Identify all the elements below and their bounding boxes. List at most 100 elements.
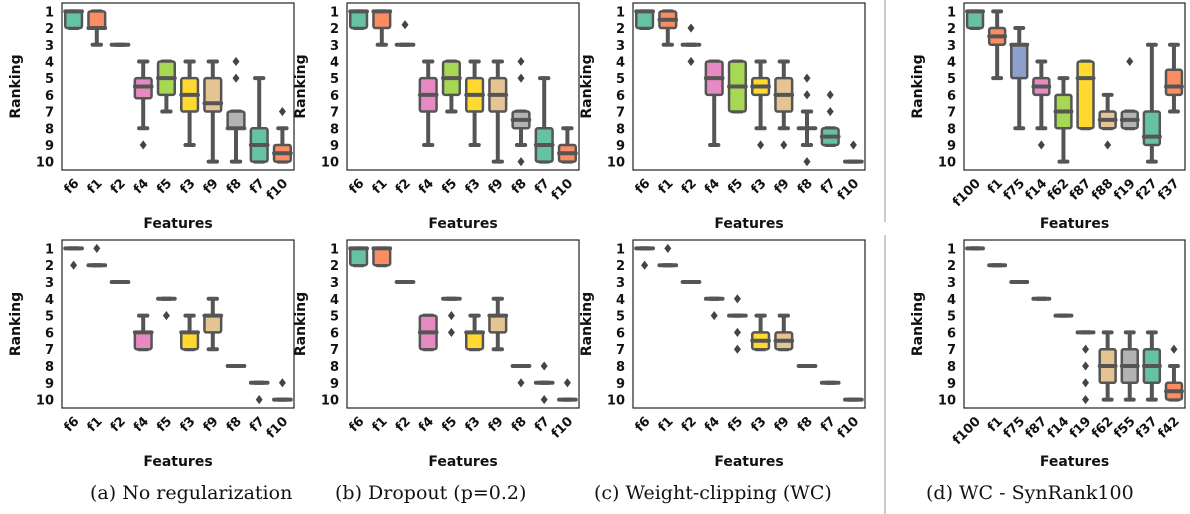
y-tick-label: 6 — [45, 89, 54, 104]
box-f7 — [536, 361, 553, 404]
y-tick-label: 10 — [36, 156, 54, 171]
y-tick-label: 3 — [330, 39, 339, 54]
x-tick-label: f2 — [393, 414, 414, 435]
box-f5 — [729, 294, 746, 354]
box-f4 — [420, 61, 437, 145]
box-f9 — [489, 61, 506, 161]
y-tick-label: 1 — [616, 242, 625, 257]
box-f1 — [373, 248, 390, 265]
box-f62 — [1100, 332, 1116, 399]
x-tick-label: f6 — [61, 414, 82, 435]
box-body — [181, 332, 198, 349]
x-tick-label: f1 — [370, 176, 391, 197]
box-f10 — [559, 128, 576, 161]
outlier-point — [541, 361, 548, 370]
y-tick-label: 1 — [616, 5, 625, 20]
box-f5 — [158, 299, 175, 320]
y-axis-label: Ranking — [579, 54, 595, 118]
x-tick-label: f27 — [1133, 176, 1160, 203]
outlier-point — [734, 328, 741, 337]
box-f1 — [88, 11, 105, 44]
y-tick-label: 5 — [45, 310, 54, 325]
x-tick-label: f5 — [439, 414, 460, 435]
box-body — [65, 11, 82, 28]
y-tick-label: 7 — [947, 343, 956, 358]
x-axis-label: Features — [1040, 454, 1109, 470]
box-body — [228, 112, 245, 129]
y-tick-label: 2 — [616, 259, 625, 274]
outlier-point — [163, 311, 170, 320]
y-tick-label: 2 — [330, 22, 339, 37]
x-tick-label: f10 — [549, 176, 576, 203]
x-tick-label: f5 — [154, 414, 175, 435]
y-tick-label: 1 — [330, 5, 339, 20]
y-axis-label: Ranking — [8, 54, 24, 118]
y-tick-label: 8 — [616, 122, 625, 137]
y-tick-label: 8 — [947, 122, 956, 137]
outlier-point — [1082, 378, 1089, 387]
x-tick-label: f8 — [509, 414, 530, 435]
x-tick-label: f42 — [1155, 414, 1182, 441]
x-tick-label: f6 — [632, 414, 653, 435]
box-f4 — [135, 61, 152, 149]
outlier-point — [688, 57, 695, 66]
y-tick-label: 3 — [947, 39, 956, 54]
y-tick-label: 4 — [330, 55, 339, 70]
x-axis-label: Features — [428, 216, 497, 232]
x-tick-label: f4 — [702, 414, 723, 435]
x-tick-label: f1 — [656, 176, 677, 197]
x-tick-label: f9 — [772, 176, 793, 197]
x-tick-label: f100 — [950, 176, 984, 210]
outlier-point — [804, 157, 811, 166]
outlier-point — [711, 311, 718, 320]
box-f4 — [420, 316, 437, 350]
x-tick-label: f6 — [632, 176, 653, 197]
x-tick-label: f100 — [950, 414, 984, 448]
box-f2 — [397, 20, 414, 45]
box-body — [88, 11, 105, 28]
outlier-point — [850, 140, 857, 149]
box-f9 — [775, 61, 792, 149]
x-tick-label: f3 — [177, 414, 198, 435]
x-axis-label: Features — [714, 216, 783, 232]
x-tick-label: f6 — [346, 414, 367, 435]
caption-c: (c) Weight-clipping (WC) — [594, 482, 832, 504]
box-f9 — [489, 299, 506, 349]
box-body — [636, 11, 653, 28]
outlier-point — [734, 345, 741, 354]
outlier-point — [641, 261, 648, 270]
x-axis-label: Features — [714, 454, 783, 470]
box-f1 — [659, 244, 676, 265]
x-tick-label: f88 — [1089, 176, 1116, 203]
box-f1 — [659, 11, 676, 44]
outlier-point — [518, 74, 525, 83]
outlier-point — [664, 244, 671, 253]
x-tick-label: f14 — [1023, 176, 1050, 203]
y-tick-label: 8 — [330, 360, 339, 375]
box-f1 — [373, 11, 390, 44]
x-tick-label: f9 — [486, 176, 507, 197]
y-tick-label: 3 — [330, 276, 339, 291]
box-f5 — [158, 61, 175, 111]
y-tick-label: 7 — [616, 106, 625, 121]
y-tick-label: 7 — [45, 343, 54, 358]
x-tick-label: f1 — [85, 414, 106, 435]
x-tick-label: f2 — [108, 176, 129, 197]
x-tick-label: f4 — [131, 414, 152, 435]
box-f6 — [65, 11, 82, 28]
outlier-point — [70, 261, 77, 270]
y-axis-label: Ranking — [293, 54, 309, 118]
x-tick-label: f4 — [416, 176, 437, 197]
outlier-point — [734, 294, 741, 303]
x-tick-label: f10 — [264, 176, 291, 203]
y-tick-label: 2 — [947, 259, 956, 274]
outlier-point — [757, 140, 764, 149]
y-tick-label: 7 — [330, 343, 339, 358]
y-tick-label: 5 — [616, 72, 625, 87]
outlier-point — [518, 378, 525, 387]
x-tick-label: f75 — [1001, 176, 1028, 203]
y-tick-label: 1 — [45, 242, 54, 257]
outlier-point — [448, 328, 455, 337]
box-f14 — [1033, 61, 1049, 149]
y-tick-label: 10 — [321, 394, 339, 409]
